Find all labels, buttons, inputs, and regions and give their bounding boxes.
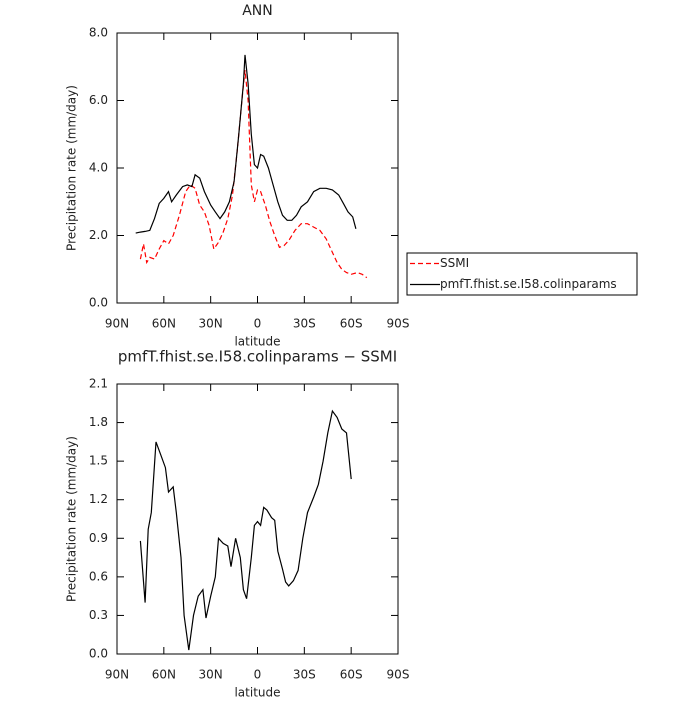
y-tick-label: 6.0 [89, 93, 108, 107]
y-tick-label: 1.2 [89, 492, 108, 506]
y-axis-label: Precipitation rate (mm/day) [65, 436, 79, 602]
x-tick-label: 60S [340, 668, 363, 682]
data-line [139, 409, 352, 651]
y-tick-label: 2.1 [89, 377, 108, 391]
x-tick-label: 30N [199, 317, 223, 331]
x-tick-label: 90S [387, 317, 410, 331]
data-line [135, 54, 357, 234]
legend-label: SSMI [440, 256, 469, 270]
chart-title: ANN [242, 3, 273, 19]
plot-frame [116, 383, 399, 655]
x-tick-label: 90S [387, 668, 410, 682]
x-tick-label: 30S [293, 668, 316, 682]
y-tick-label: 0.0 [89, 296, 108, 310]
x-tick-label: 30N [199, 668, 223, 682]
y-tick-label: 8.0 [89, 26, 108, 40]
x-axis-label: latitude [234, 686, 280, 700]
legend-label: pmfT.fhist.se.I58.colinparams [440, 277, 617, 291]
y-tick-label: 0.3 [89, 608, 108, 622]
y-tick-label: 1.8 [89, 415, 108, 429]
legend-box [406, 252, 638, 296]
y-tick-label: 4.0 [89, 161, 108, 175]
x-tick-label: 0 [254, 668, 262, 682]
x-tick-label: 30S [293, 317, 316, 331]
chart-title: pmfT.fhist.se.I58.colinparams − SSMI [118, 348, 397, 366]
x-tick-label: 60N [152, 317, 176, 331]
y-tick-label: 2.0 [89, 228, 108, 242]
x-tick-label: 60S [340, 317, 363, 331]
y-tick-label: 0.6 [89, 569, 108, 583]
data-line [139, 70, 368, 279]
x-axis-label: latitude [234, 335, 280, 349]
x-tick-label: 60N [152, 668, 176, 682]
x-tick-label: 0 [254, 317, 262, 331]
y-tick-label: 1.5 [89, 454, 108, 468]
y-tick-label: 0.0 [89, 647, 108, 661]
x-tick-label: 90N [105, 668, 129, 682]
y-tick-label: 0.9 [89, 531, 108, 545]
y-axis-label: Precipitation rate (mm/day) [65, 85, 79, 251]
x-tick-label: 90N [105, 317, 129, 331]
